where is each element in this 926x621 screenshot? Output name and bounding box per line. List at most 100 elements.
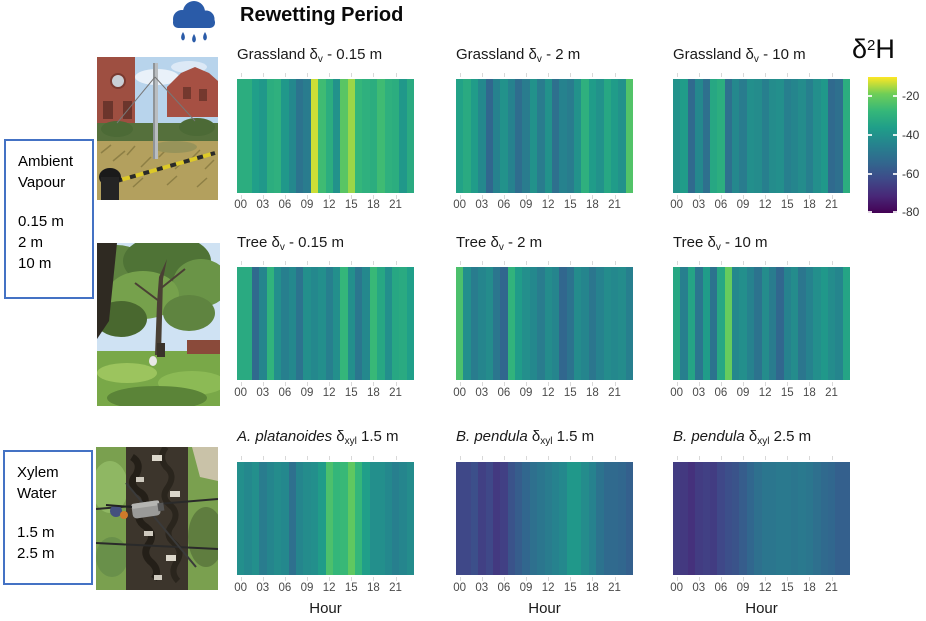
axis-tick [503,261,505,265]
axis-tick [614,73,616,77]
x-tick-label: 12 [541,582,555,594]
hour-cell [500,79,508,193]
hour-cell [566,462,574,575]
hour-cell [500,462,508,575]
x-tick-label: 15 [344,387,358,399]
axis-tick [262,456,264,460]
panel-title: Tree δv - 10 m [673,234,768,253]
hour-cell [625,267,633,380]
hour-cell [687,267,696,380]
x-tick-label: 18 [803,199,816,211]
x-tick-label: 03 [256,387,270,399]
x-tick-label: 12 [758,582,772,594]
x-tick-label: 09 [736,387,750,399]
hour-cell [515,267,523,380]
axis-tick [526,195,528,199]
hour-cell [709,267,718,380]
hour-cell [485,79,493,193]
hour-cell [384,462,392,575]
axis-tick [503,577,505,581]
hour-cell [574,79,582,193]
axis-tick [329,382,331,386]
hour-cell [362,462,370,575]
x-tick-label: 21 [825,387,838,399]
axis-tick [329,577,331,581]
hour-cell [463,267,471,380]
hour-cell [281,79,289,193]
hour-cell [544,79,552,193]
hour-cell [791,79,799,193]
hour-cell [406,267,414,380]
hour-cell [470,462,479,575]
x-tick-label: 09 [519,582,533,594]
hour-cell [463,462,471,575]
x-tick-label: 15 [344,199,358,211]
axis-tick [503,456,505,460]
hour-cell [332,267,341,380]
label-line [17,504,87,522]
hour-cell [399,79,407,193]
hour-cell [296,462,304,575]
colorbar-tick [868,211,872,213]
x-tick-label: 21 [608,387,621,399]
hour-cell [456,79,464,193]
hour-cell [746,79,755,193]
hour-cell [835,79,843,193]
colorbar-tick [893,134,897,137]
hour-cell [732,462,740,575]
hour-cell [791,462,799,575]
hour-cell [596,79,604,193]
x-tick-label: 18 [367,199,380,211]
x-tick-label: 06 [278,387,292,399]
axis-tick [592,73,594,77]
axis-tick [459,382,461,386]
hour-cell [492,79,501,193]
axis-tick [262,195,264,199]
hour-cell [318,267,326,380]
hour-cell [820,79,828,193]
axis-tick [720,73,722,77]
hour-cell [673,462,681,575]
axis-tick [284,577,286,581]
axis-tick [548,261,550,265]
hour-cell [281,267,289,380]
hour-cell [522,79,530,193]
hour-cell [281,462,289,575]
hour-cell [251,462,260,575]
x-tick-label: 03 [256,582,270,594]
axis-tick [809,73,811,77]
axis-tick [481,577,483,581]
hour-cell [355,267,363,380]
x-tick-label: 06 [497,387,511,399]
axis-tick [526,382,528,386]
x-tick-label: 00 [670,582,684,594]
x-tick-label: 21 [825,582,838,594]
axis-tick [307,73,309,77]
hour-cell [362,79,370,193]
x-tick-label: 21 [389,387,402,399]
hour-cell [537,462,545,575]
hour-cell [813,79,821,193]
hour-cell [259,79,267,193]
ambient-vapour-label-box: Ambient Vapour 0.15 m 2 m 10 m [4,139,94,299]
hour-cell [761,267,769,380]
hour-cell [470,267,479,380]
axis-tick [548,73,550,77]
hour-cell [717,267,725,380]
axis-tick [503,195,505,199]
panel-title: Grassland δv - 2 m [456,46,581,65]
colorbar-tick-label: -20 [902,89,920,104]
axis-tick [262,577,264,581]
colorbar-tick [893,95,897,98]
x-tick-label: 12 [758,387,772,399]
hour-cell [537,267,545,380]
axis-tick [570,382,572,386]
grassland-site-photo [97,57,218,200]
hour-cell [603,267,611,380]
x-tick-label: 03 [692,199,706,211]
axis-tick [395,261,397,265]
axis-tick [614,382,616,386]
hour-cell [544,267,552,380]
hour-cell [717,79,725,193]
hour-cell [680,462,688,575]
